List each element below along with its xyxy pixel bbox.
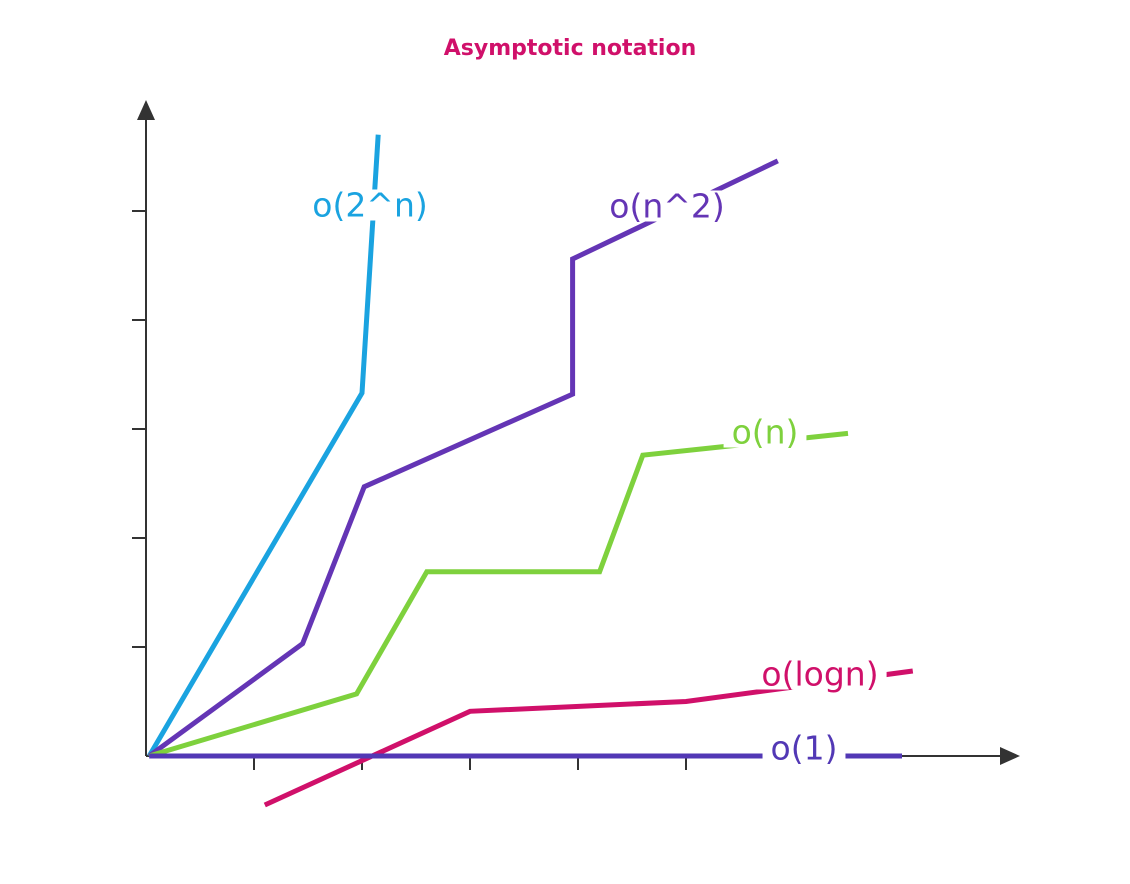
x-axis-arrow [1000, 747, 1020, 765]
series-line-1 [147, 134, 381, 758]
series-lines [147, 134, 914, 808]
series-label-backing-1 [304, 189, 436, 221]
series-line-2 [147, 158, 779, 759]
series-label-backing-2 [601, 190, 733, 222]
series-label-backing-5 [762, 732, 846, 764]
series-label-backing-4 [753, 658, 887, 690]
series-label-group-1: o(2^n) [304, 186, 436, 225]
series-line-3 [148, 430, 849, 759]
series-label-backing-3 [723, 416, 807, 448]
chart-title: Asymptotic notation [443, 36, 697, 61]
series-label-group-3: o(n) [723, 413, 807, 452]
y-axis-arrow [137, 100, 155, 120]
series-label-1: o(2^n) [312, 186, 428, 225]
series-label-5: o(1) [771, 729, 838, 768]
series-label-group-4: o(logn) [753, 655, 887, 694]
series-label-2: o(n^2) [609, 187, 725, 226]
series-label-3: o(n) [732, 413, 799, 452]
series-label-group-5: o(1) [762, 729, 846, 768]
series-label-group-2: o(n^2) [601, 187, 733, 226]
series-label-4: o(logn) [761, 655, 878, 694]
series-labels: o(2^n) o(n^2) o(n) o(logn) o(1) [304, 186, 887, 768]
